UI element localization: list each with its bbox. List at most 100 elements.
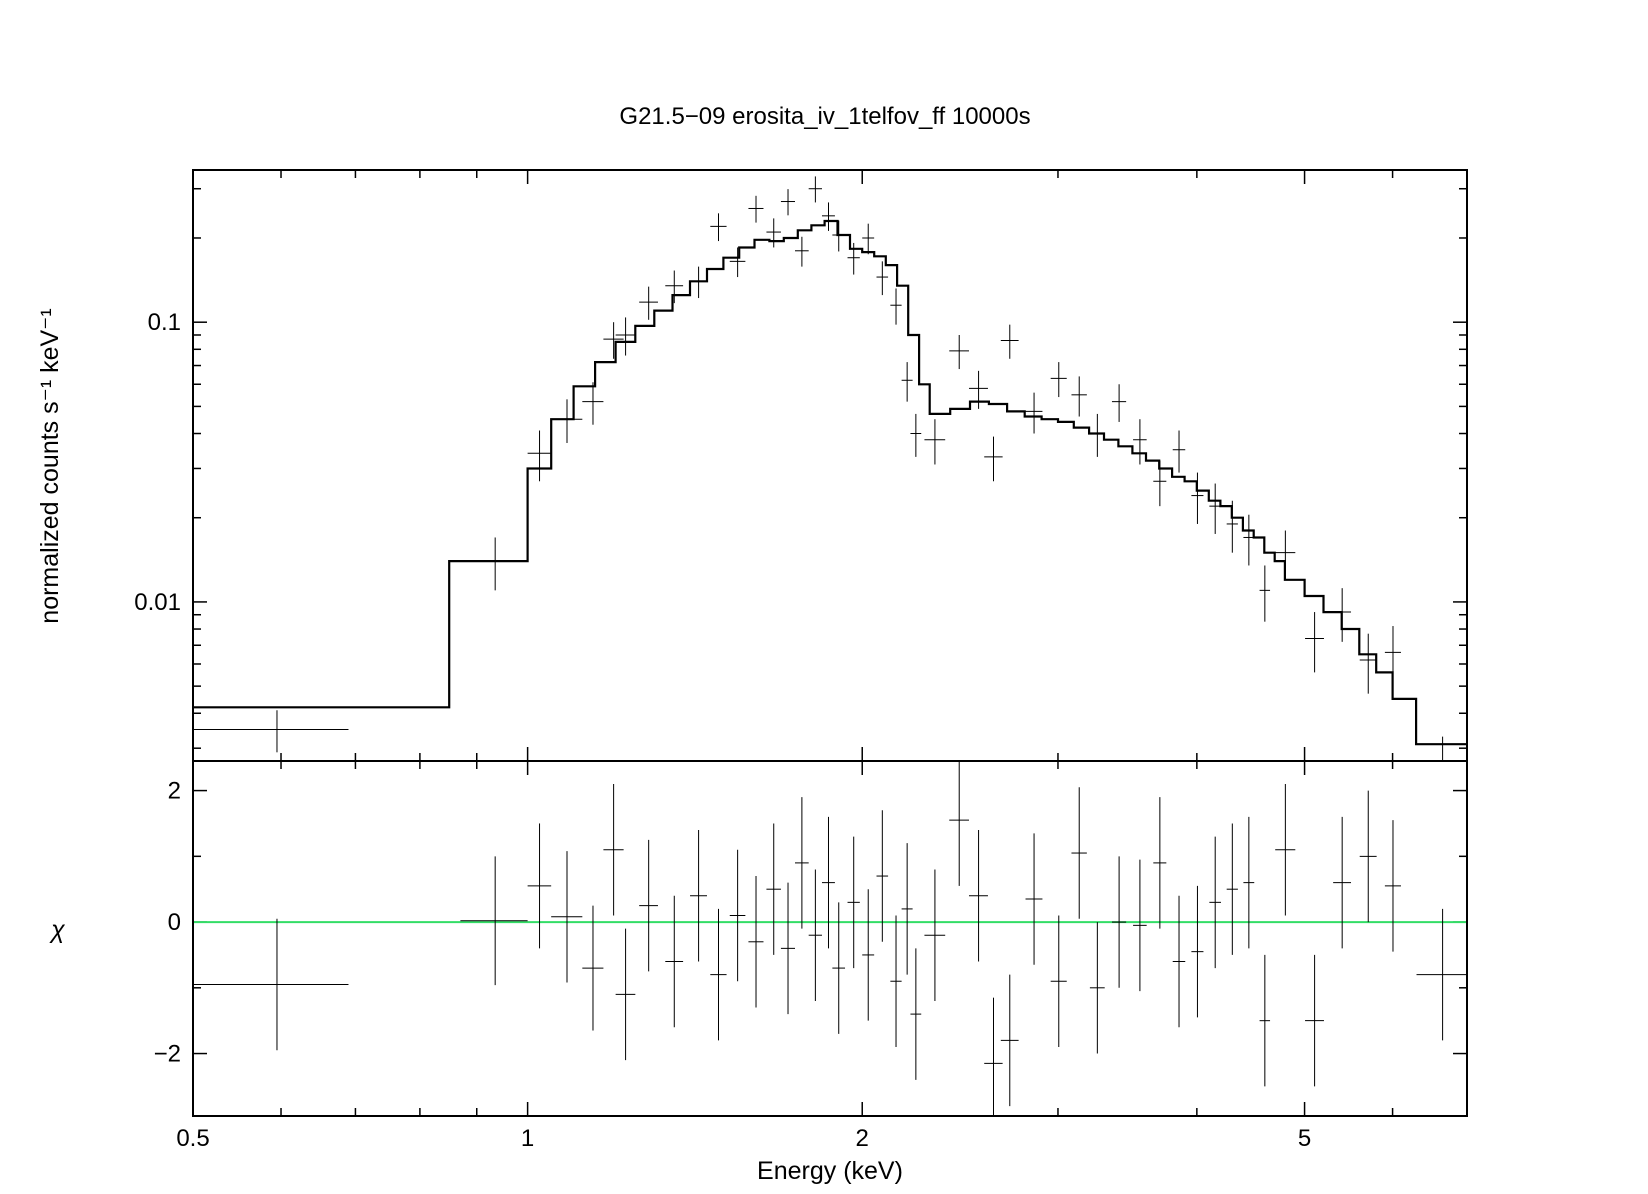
residual-data-point: [460, 856, 528, 986]
spectrum-data-point: [808, 176, 822, 203]
residual-data-point: [1191, 885, 1204, 1018]
spectrum-data-points: [193, 176, 1468, 762]
residual-data-point: [1153, 797, 1167, 929]
residual-data-point: [808, 869, 822, 1001]
residual-data-point: [665, 895, 684, 1028]
residual-data-point: [1133, 859, 1147, 992]
spectrum-data-point: [1209, 483, 1221, 534]
spectrum-data-point: [665, 270, 684, 304]
residual-data-point: [527, 823, 552, 949]
residual-data-point: [1416, 908, 1468, 1041]
residual-data-point: [1243, 816, 1255, 949]
spectrum-data-point: [1243, 514, 1255, 566]
residual-data-point: [603, 784, 624, 916]
residual-data-point: [1089, 922, 1105, 1054]
residual-data-point: [748, 876, 764, 1008]
residual-data-point: [1111, 856, 1127, 988]
spectrum-data-point: [949, 334, 969, 370]
residual-data-point: [690, 830, 707, 962]
spectrum-data-point: [1133, 419, 1147, 465]
residual-data-point: [876, 810, 889, 942]
residual-data-point: [551, 851, 583, 983]
spectrum-data-point: [780, 189, 796, 216]
spectrum-data-point: [1071, 376, 1087, 417]
spectrum-data-point: [1359, 633, 1377, 694]
residual-data-point: [193, 918, 349, 1051]
spectrum-axis-ticks: [192, 170, 1468, 761]
residual-data-point: [1333, 816, 1352, 949]
spectrum-data-point: [901, 362, 913, 402]
residual-data-point: [984, 997, 1003, 1116]
spectrum-data-point: [582, 382, 604, 425]
spectrum-data-point: [639, 286, 658, 320]
residual-data-point: [1359, 790, 1377, 923]
residual-data-point: [1305, 954, 1324, 1087]
spectrum-data-point: [460, 537, 528, 591]
spectrum-data-point: [1172, 430, 1186, 473]
y-tick-label: 2: [168, 778, 181, 805]
spectrum-data-point: [766, 218, 781, 248]
residual-data-point: [1000, 974, 1019, 1107]
spectrum-data-point: [876, 261, 889, 296]
residual-data-point: [1025, 833, 1043, 965]
residual-data-point: [847, 836, 860, 969]
residual-data-point: [1071, 787, 1087, 919]
spectrum-data-point: [890, 288, 902, 325]
residual-data-point: [780, 882, 796, 1015]
spectrum-y-axis-label: normalized counts s⁻¹ keV⁻¹: [36, 308, 64, 623]
spectrum-data-point: [1000, 324, 1019, 359]
residual-data-point: [862, 889, 875, 1021]
residual-data-point: [949, 761, 969, 886]
residual-data-point: [795, 797, 809, 929]
spectrum-data-point: [193, 710, 349, 753]
spectrum-y-tick-labels: 0.01 0.1: [134, 309, 181, 616]
residual-data-point: [582, 905, 604, 1031]
residual-data-point: [968, 830, 988, 962]
chart-title: G21.5−09 erosita_iv_1telfov_ff 10000s: [619, 103, 1030, 130]
spectrum-data-point: [1111, 384, 1127, 422]
residual-data-point: [1259, 954, 1271, 1087]
spectrum-data-point: [1305, 612, 1324, 673]
spectrum-panel: 0.01 0.1 normalized counts s⁻¹ keV⁻¹: [36, 169, 1468, 762]
residual-data-point: [1209, 836, 1221, 969]
residual-panel: −2 0 2 χ: [49, 760, 1468, 1117]
residual-data-points: [193, 761, 1468, 1116]
x-tick-labels: 0.5 1 2 5: [176, 1125, 1311, 1152]
residual-data-point: [766, 823, 781, 955]
spectrum-data-point: [1089, 413, 1105, 457]
residual-data-point: [1050, 915, 1067, 1047]
spectrum-data-point: [748, 195, 764, 223]
residual-data-point: [1172, 895, 1186, 1028]
residual-data-point: [1275, 784, 1296, 916]
spectrum-data-point: [551, 399, 583, 443]
spectrum-data-point: [527, 430, 552, 482]
spectrum-data-point: [821, 202, 835, 231]
residual-panel-frame: [192, 760, 1468, 1117]
x-tick-label: 1: [521, 1125, 534, 1152]
spectrum-data-point: [984, 436, 1003, 482]
x-tick-label: 2: [856, 1125, 869, 1152]
x-axis-label: Energy (keV): [757, 1157, 903, 1185]
spectrum-data-point: [1050, 362, 1067, 398]
y-tick-label: 0: [168, 909, 181, 936]
spectrum-data-point: [968, 370, 988, 409]
residual-axis-ticks: [192, 761, 1468, 1116]
y-tick-label: 0.01: [134, 589, 181, 616]
spectrum-data-point: [729, 247, 746, 278]
residual-data-point: [924, 869, 946, 1001]
spectrum-data-point: [1025, 392, 1043, 434]
residual-data-point: [710, 908, 727, 1041]
y-tick-label: 0.1: [148, 309, 181, 336]
spectrum-data-point: [924, 419, 946, 465]
residual-y-axis-label: χ: [49, 916, 65, 944]
x-tick-label: 5: [1298, 1125, 1311, 1152]
residual-data-point: [639, 839, 658, 972]
residual-data-point: [890, 915, 902, 1047]
residual-data-point: [910, 948, 922, 1080]
spectrum-data-point: [910, 413, 922, 457]
spectrum-data-point: [795, 236, 809, 267]
spectrum-data-point: [603, 322, 624, 359]
residual-data-point: [901, 843, 913, 975]
residual-data-point: [615, 928, 636, 1061]
residual-y-tick-labels: −2 0 2: [154, 778, 181, 1068]
